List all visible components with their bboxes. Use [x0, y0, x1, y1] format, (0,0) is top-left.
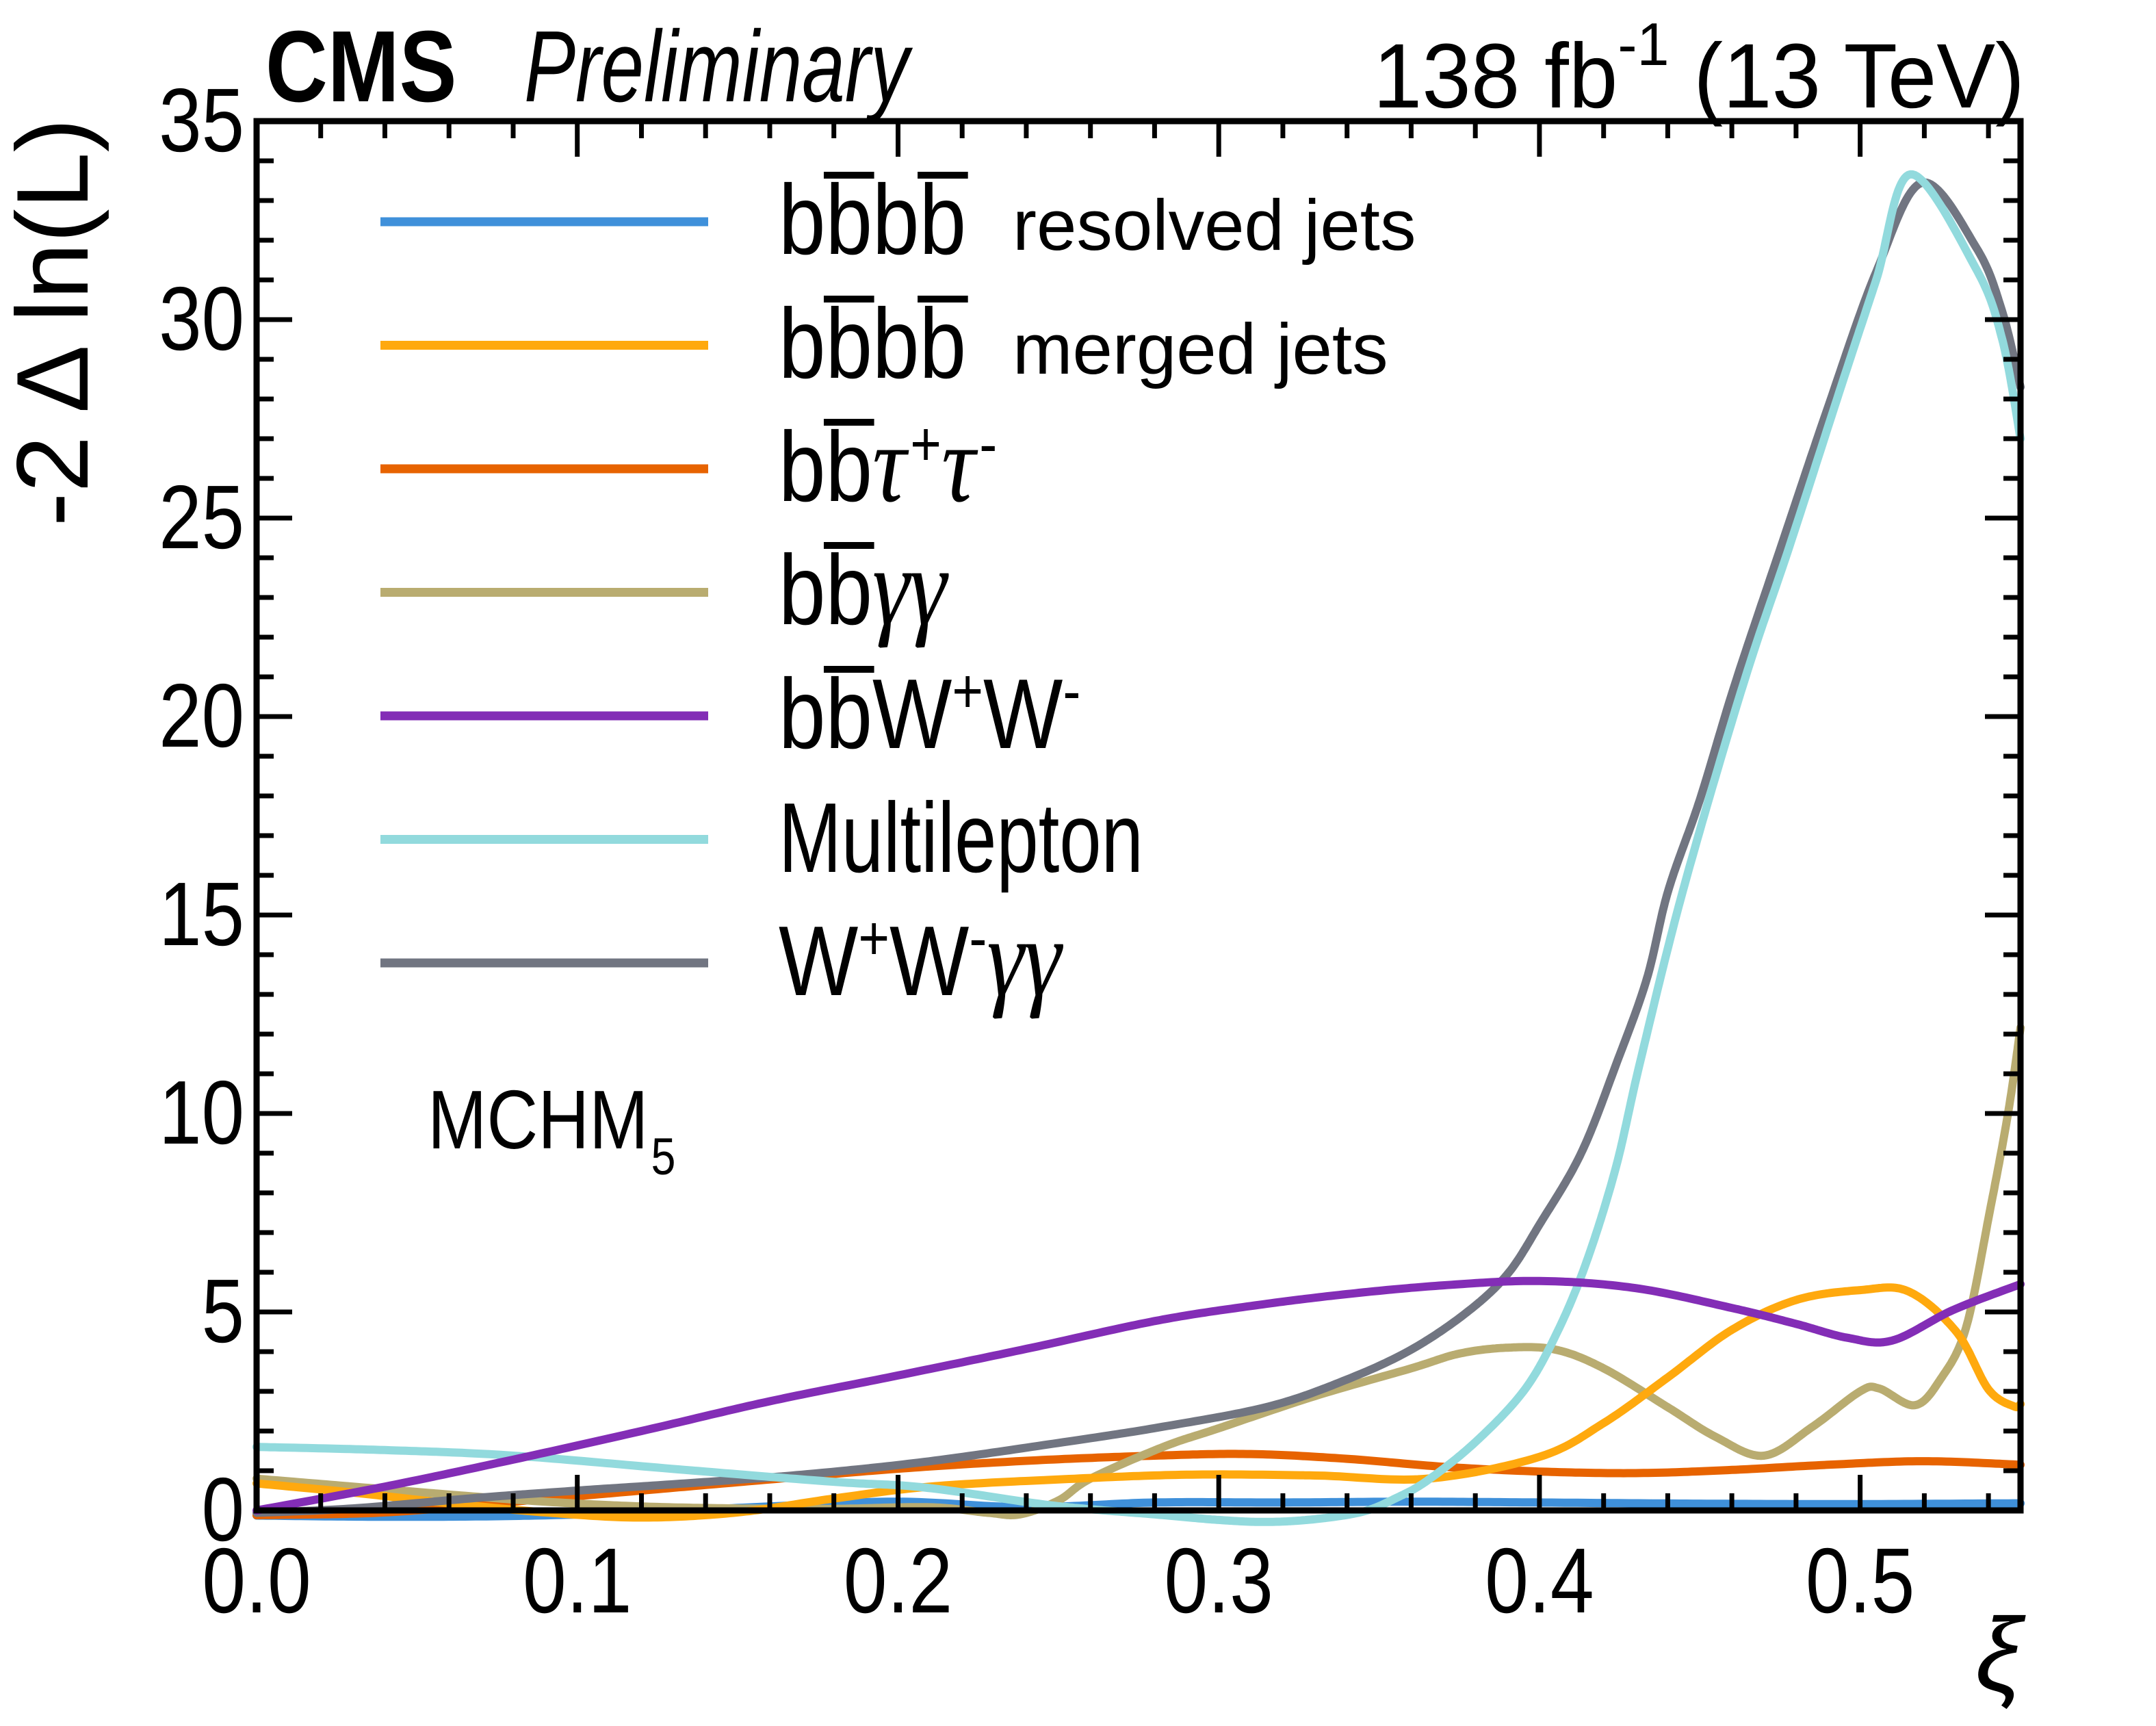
- svg-text:10: 10: [159, 1061, 244, 1163]
- svg-text:0.2: 0.2: [844, 1529, 952, 1632]
- svg-text:bbbb: bbbb: [779, 288, 966, 400]
- svg-text:0.4: 0.4: [1485, 1529, 1594, 1632]
- svg-text:ξ: ξ: [1975, 1597, 2026, 1713]
- svg-text:CMS: CMS: [265, 10, 457, 123]
- svg-text:bbγγ: bbγγ: [779, 526, 949, 649]
- svg-text:35: 35: [159, 69, 244, 170]
- svg-text:25: 25: [159, 466, 244, 567]
- svg-text:0.0: 0.0: [202, 1529, 311, 1632]
- svg-text:Preliminary: Preliminary: [524, 10, 913, 123]
- svg-text:15: 15: [159, 863, 244, 964]
- svg-text:Multilepton: Multilepton: [779, 782, 1143, 893]
- svg-text:bbτ+τ-: bbτ+τ-: [779, 402, 997, 526]
- svg-text:0: 0: [202, 1458, 244, 1560]
- svg-text:0.3: 0.3: [1164, 1529, 1273, 1632]
- svg-text:0.1: 0.1: [523, 1529, 632, 1632]
- svg-text:0.5: 0.5: [1806, 1529, 1914, 1632]
- svg-text:5: 5: [202, 1260, 244, 1361]
- svg-text:5: 5: [651, 1127, 676, 1185]
- svg-text:20: 20: [159, 665, 244, 766]
- svg-text:-2 Δ ln(L): -2 Δ ln(L): [0, 118, 109, 526]
- svg-text:resolved jets: resolved jets: [1013, 185, 1416, 266]
- svg-text:bbbb: bbbb: [779, 164, 966, 276]
- svg-text:merged jets: merged jets: [1013, 309, 1388, 389]
- svg-text:30: 30: [159, 268, 244, 369]
- svg-text:bbW+W-: bbW+W-: [779, 656, 1080, 769]
- svg-text:138 fb-1 (13 TeV): 138 fb-1 (13 TeV): [1373, 11, 2025, 127]
- svg-text:MCHM: MCHM: [428, 1073, 649, 1166]
- svg-text:W+W-γγ: W+W-γγ: [779, 897, 1063, 1020]
